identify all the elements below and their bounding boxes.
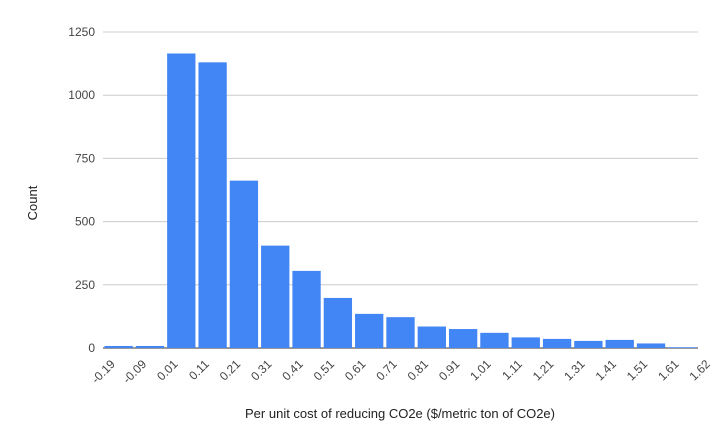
histogram-bar [198,62,227,348]
histogram-bar [448,329,478,348]
histogram-bar [386,317,415,348]
histogram-bar [605,339,634,348]
histogram-bar [636,343,666,348]
histogram-bar [574,340,603,348]
x-tick-label: 0.61 [342,357,369,384]
x-tick-label: 0.91 [436,357,463,384]
x-tick-label: 0.11 [186,357,212,383]
histogram-bar [135,345,165,348]
y-tick-labels: 0 250 500 750 1000 1250 [68,25,95,355]
x-tick-label: 0.81 [405,357,432,384]
x-tick-label: 0.21 [217,357,244,384]
histogram-bar [104,345,133,348]
histogram-bar [355,313,384,348]
x-tick-label: 1.61 [655,357,682,384]
x-tick-label: 1.21 [530,357,557,384]
x-tick-label: 1.11 [499,357,525,383]
y-tick-label: 500 [75,215,95,229]
histogram-bar [668,347,697,348]
y-tick-label: 1250 [68,25,95,39]
histogram-bar [229,180,259,348]
histogram-bar [511,337,540,348]
x-tick-labels: -0.19 -0.09 0.01 0.11 0.21 0.31 0.41 0.51 0.61 0.… [89,357,713,386]
x-tick-label: 1.01 [467,357,494,384]
x-axis-title: Per unit cost of reducing CO2e ($/metric… [245,406,555,421]
x-tick-label: 0.51 [311,357,338,384]
y-tick-label: 250 [75,278,95,292]
x-tick-label: 1.31 [561,357,588,384]
histogram-bar [167,53,196,348]
x-tick-label: 0.01 [154,357,181,384]
x-tick-label: 1.51 [624,357,651,384]
x-tick-label: 0.71 [373,357,400,384]
x-tick-label: 1.62 [686,357,713,384]
histogram-bar [323,297,353,348]
histogram-bar [542,338,572,348]
x-tick-label: -0.19 [89,357,118,386]
x-tick-label: 0.31 [248,357,275,384]
y-tick-label: 750 [75,151,95,165]
y-tick-label: 0 [88,341,95,355]
y-axis-title: Count [25,185,40,220]
bars [104,53,697,348]
histogram-bar [480,332,509,348]
x-tick-label: 0.41 [279,357,306,384]
histogram-bar [417,326,446,348]
x-tick-label: 1.41 [593,357,620,384]
x-tick-label: -0.09 [120,357,149,386]
histogram-bar [292,270,321,348]
histogram-bar [261,245,290,348]
y-tick-label: 1000 [68,88,95,102]
